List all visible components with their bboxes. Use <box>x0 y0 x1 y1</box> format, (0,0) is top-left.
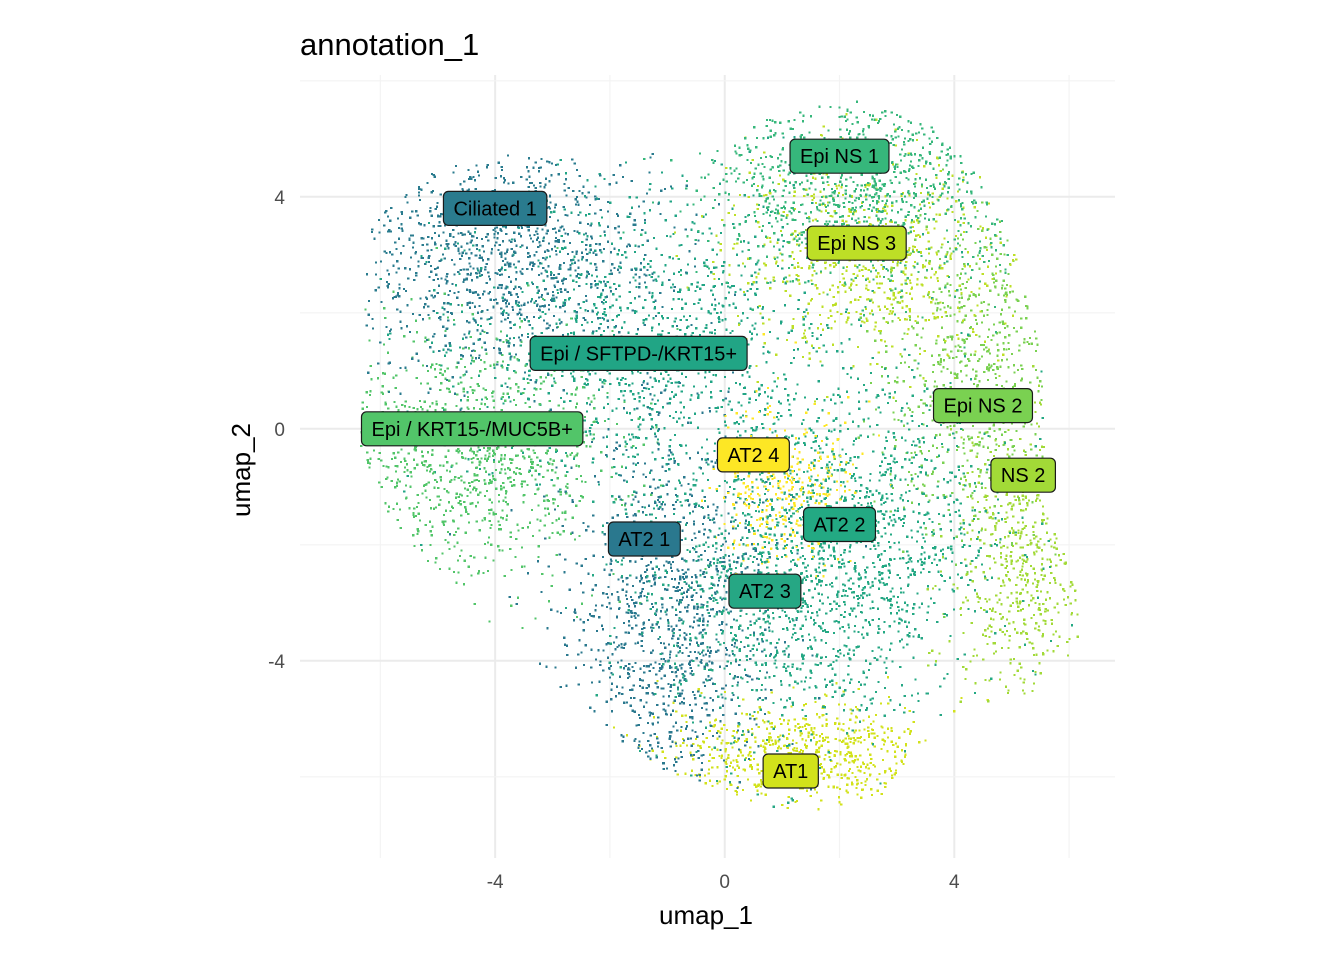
cluster-points <box>599 100 1009 349</box>
y-tick-label: 0 <box>274 420 285 441</box>
cluster-points <box>365 153 737 536</box>
x-tick-label: 4 <box>949 872 960 893</box>
cluster-label-text: Epi / KRT15-/MUC5B+ <box>371 419 572 441</box>
cluster-label-box <box>990 457 1057 493</box>
cluster-label-text: NS 2 <box>1001 465 1045 487</box>
cluster-label-box <box>607 521 681 557</box>
cluster-label-text: AT2 2 <box>814 515 866 537</box>
cluster-label-box <box>932 388 1034 424</box>
cluster-label-text: Epi / SFTPD-/KRT15+ <box>540 343 737 365</box>
point-cloud <box>360 100 1079 811</box>
cluster-label: AT2 3 <box>728 573 802 609</box>
cluster-label: Epi NS 3 <box>806 225 907 261</box>
cluster-label: Epi / SFTPD-/KRT15+ <box>529 335 748 371</box>
cluster-label: Epi NS 1 <box>789 138 890 174</box>
cluster-labels: Ciliated 1 Epi NS 1 Epi NS 3 Epi / SFTPD-/K… <box>360 138 1057 789</box>
cluster-label: AT1 <box>762 753 819 789</box>
axis-ticks: -4 0 4 4 0 -4 <box>268 188 960 893</box>
cluster-points <box>926 348 1079 703</box>
cluster-label-box <box>802 506 877 543</box>
cluster-label: AT2 2 <box>802 506 877 543</box>
cluster-label-text: Epi NS 3 <box>817 233 896 255</box>
cluster-label: NS 2 <box>990 457 1057 493</box>
cluster-label: AT2 4 <box>716 437 790 473</box>
chart-title: annotation_1 <box>300 27 479 62</box>
x-tick-label: -4 <box>487 872 504 893</box>
y-axis-title: umap_2 <box>226 423 256 517</box>
cluster-label-box <box>806 225 907 261</box>
cluster-label: Epi / KRT15-/MUC5B+ <box>360 411 584 447</box>
cluster-label-text: AT2 3 <box>739 581 791 603</box>
cluster-label-box <box>716 437 790 473</box>
cluster-label-text: AT2 4 <box>727 445 779 467</box>
cluster-label-box <box>360 411 584 447</box>
cluster-label-text: AT1 <box>773 761 808 783</box>
y-tick-label: 4 <box>274 188 285 209</box>
cluster-label: Epi NS 2 <box>932 388 1034 424</box>
x-tick-label: 0 <box>719 872 730 893</box>
cluster-points <box>673 113 1027 409</box>
cluster-label: Ciliated 1 <box>442 190 548 226</box>
cluster-label: AT2 1 <box>607 521 681 557</box>
x-axis-title: umap_1 <box>659 900 753 930</box>
cluster-label-box <box>442 190 548 226</box>
cluster-label-box <box>762 753 819 789</box>
y-tick-label: -4 <box>268 652 285 673</box>
cluster-label-text: AT2 1 <box>618 529 670 551</box>
cluster-label-text: Epi NS 1 <box>800 146 879 168</box>
cluster-label-text: Epi NS 2 <box>944 396 1023 418</box>
cluster-label-text: Ciliated 1 <box>453 198 536 220</box>
cluster-label-box <box>789 138 890 174</box>
cluster-label-box <box>529 335 748 371</box>
cluster-label-box <box>728 573 802 609</box>
